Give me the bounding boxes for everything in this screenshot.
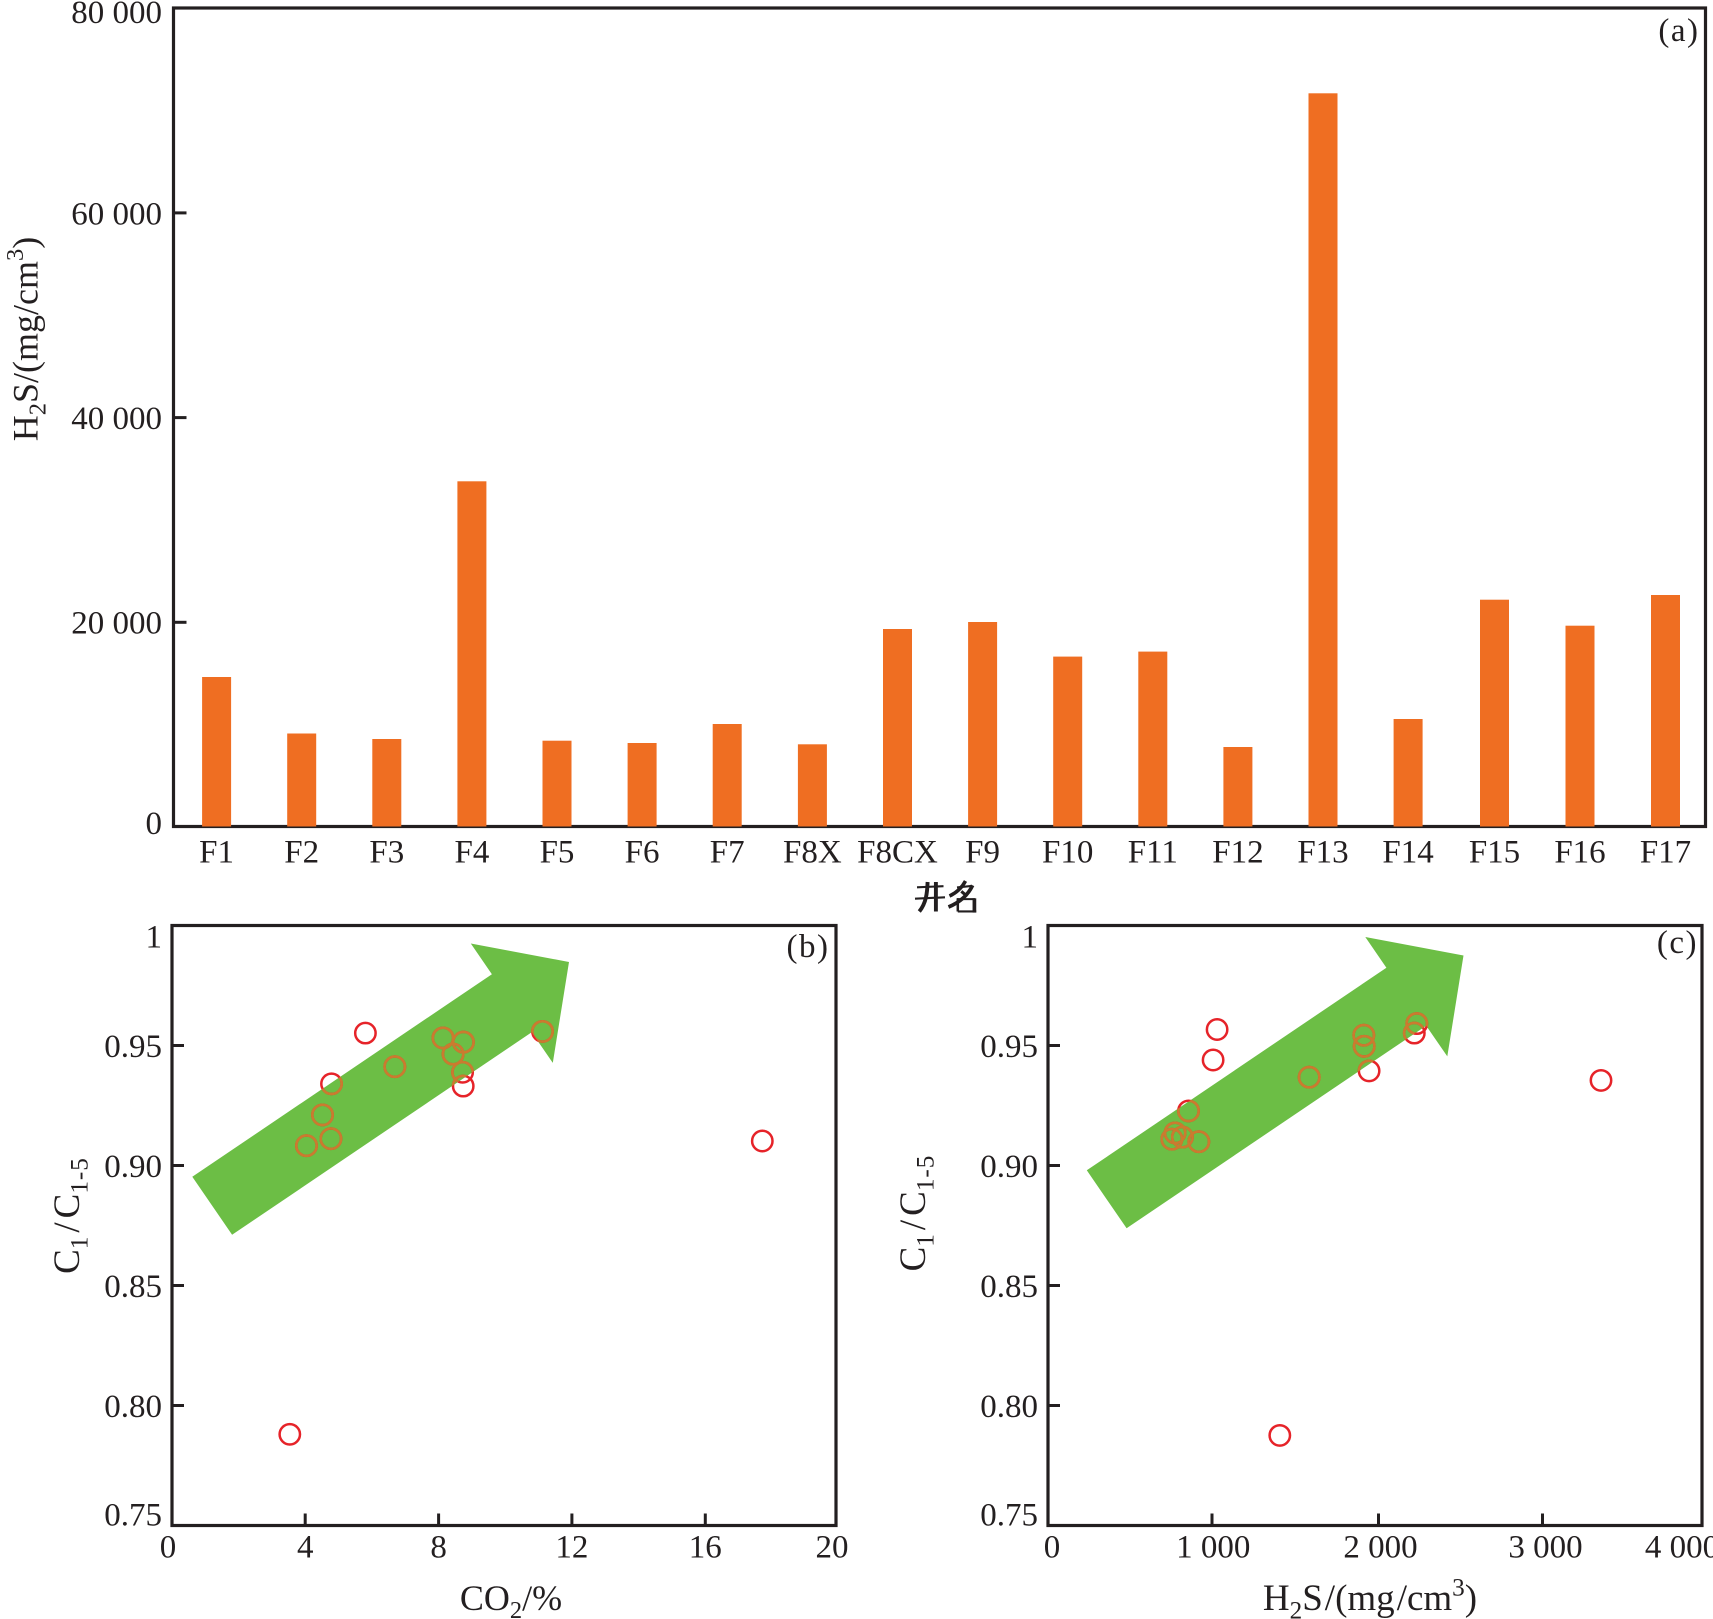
- svg-text:1: 1: [146, 919, 163, 955]
- svg-text:80 000: 80 000: [71, 0, 162, 31]
- svg-text:0.85: 0.85: [980, 1269, 1038, 1305]
- svg-text:1: 1: [1022, 919, 1039, 955]
- svg-text:0: 0: [146, 806, 163, 842]
- svg-text:F8X: F8X: [783, 834, 842, 870]
- svg-text:0.90: 0.90: [980, 1149, 1038, 1185]
- svg-text:4: 4: [297, 1529, 314, 1565]
- svg-text:20: 20: [816, 1529, 849, 1565]
- svg-text:C1/C1-5: C1/C1-5: [47, 1158, 93, 1274]
- svg-text:0.90: 0.90: [104, 1149, 162, 1185]
- svg-text:1 000: 1 000: [1176, 1529, 1250, 1565]
- svg-text:F3: F3: [369, 834, 404, 870]
- svg-text:20 000: 20 000: [71, 606, 162, 642]
- svg-text:12: 12: [555, 1529, 588, 1565]
- svg-text:0.85: 0.85: [104, 1269, 162, 1305]
- svg-text:0: 0: [160, 1529, 177, 1565]
- svg-text:H2S/(mg/cm3): H2S/(mg/cm3): [2, 237, 51, 442]
- svg-text:4 000: 4 000: [1645, 1529, 1713, 1565]
- svg-text:F2: F2: [284, 834, 319, 870]
- svg-text:F4: F4: [454, 834, 489, 870]
- svg-text:F15: F15: [1469, 834, 1520, 870]
- svg-text:(a): (a): [1658, 13, 1699, 49]
- svg-text:H2S/(mg/cm3): H2S/(mg/cm3): [1263, 1574, 1477, 1619]
- svg-text:F7: F7: [710, 834, 745, 870]
- svg-text:0.80: 0.80: [104, 1389, 162, 1425]
- svg-text:C1/C1-5: C1/C1-5: [893, 1156, 939, 1272]
- svg-text:F1: F1: [199, 834, 234, 870]
- svg-text:8: 8: [430, 1529, 447, 1565]
- svg-text:F14: F14: [1382, 834, 1433, 870]
- svg-text:0.75: 0.75: [980, 1497, 1038, 1533]
- svg-text:F11: F11: [1128, 834, 1178, 870]
- svg-text:F8CX: F8CX: [857, 834, 938, 870]
- svg-text:F6: F6: [625, 834, 660, 870]
- svg-text:F5: F5: [540, 834, 575, 870]
- svg-text:CO2/%: CO2/%: [460, 1578, 562, 1619]
- svg-text:F17: F17: [1640, 834, 1691, 870]
- svg-text:(c): (c): [1657, 925, 1698, 961]
- svg-text:16: 16: [689, 1529, 722, 1565]
- svg-text:F9: F9: [965, 834, 1000, 870]
- svg-text:F16: F16: [1554, 834, 1605, 870]
- svg-text:F13: F13: [1297, 834, 1348, 870]
- svg-text:0.75: 0.75: [104, 1497, 162, 1533]
- svg-text:F10: F10: [1042, 834, 1093, 870]
- svg-text:0: 0: [1044, 1529, 1061, 1565]
- svg-text:40 000: 40 000: [71, 401, 162, 437]
- svg-text:60 000: 60 000: [71, 196, 162, 232]
- svg-text:F12: F12: [1212, 834, 1263, 870]
- svg-text:0.80: 0.80: [980, 1389, 1038, 1425]
- svg-text:3 000: 3 000: [1508, 1529, 1582, 1565]
- svg-text:(b): (b): [787, 929, 830, 965]
- svg-text:0.95: 0.95: [104, 1029, 162, 1065]
- svg-text:2 000: 2 000: [1343, 1529, 1417, 1565]
- svg-text:0.95: 0.95: [980, 1029, 1038, 1065]
